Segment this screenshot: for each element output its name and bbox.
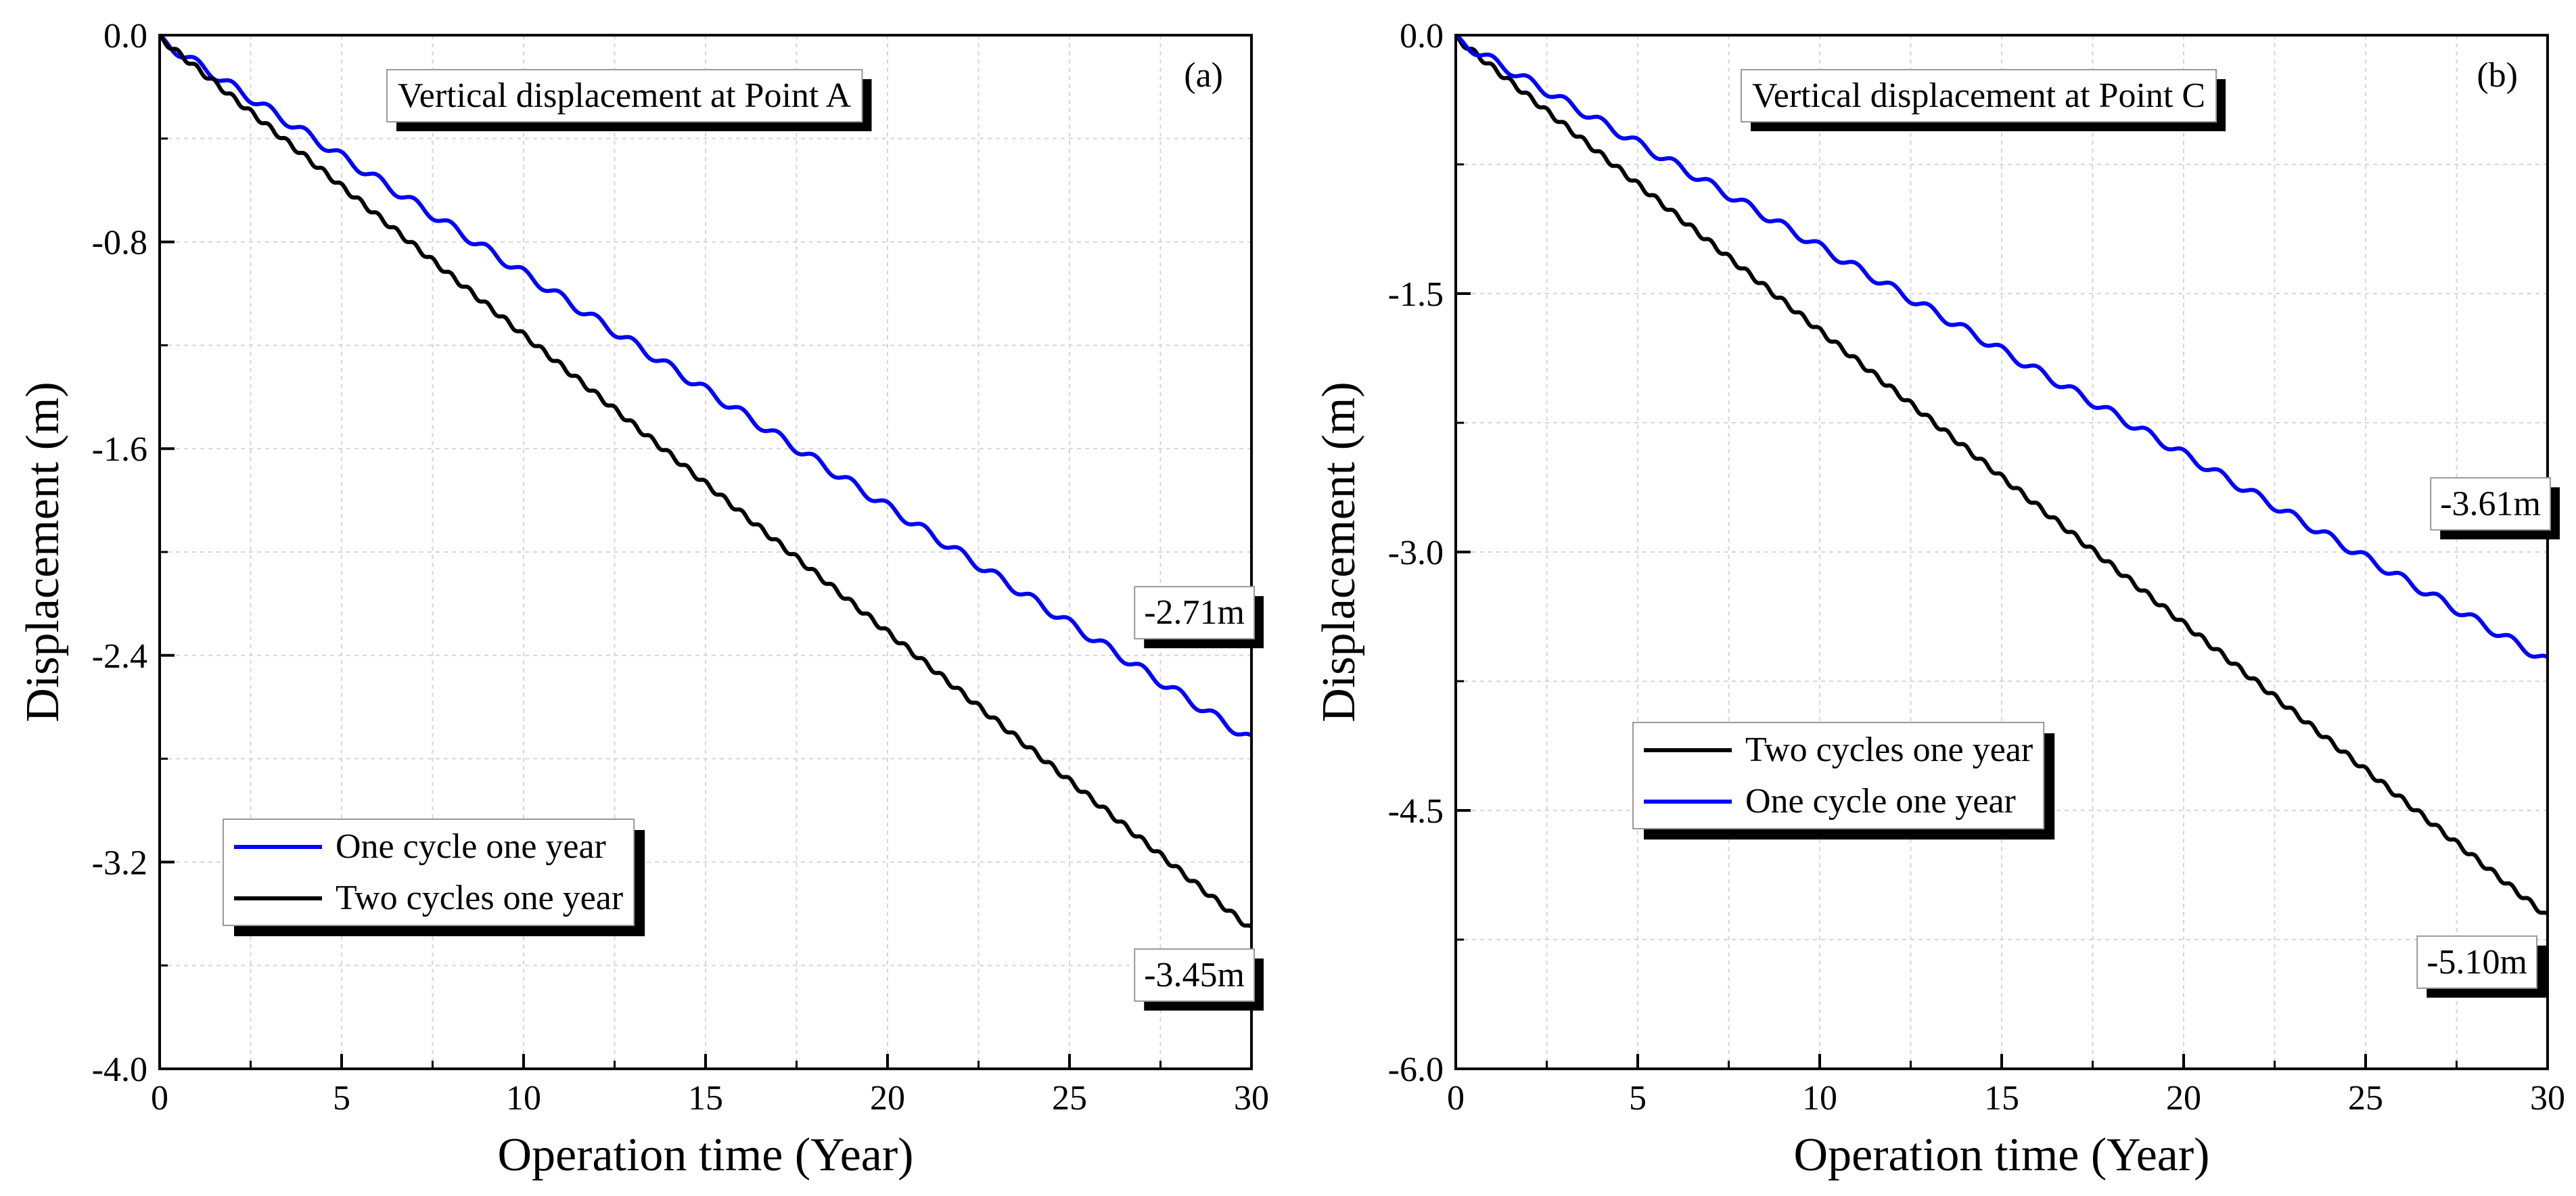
- x-tick-label: 15: [1984, 1079, 2019, 1118]
- grid: [160, 35, 1251, 1069]
- y-tick-label: -1.5: [1388, 275, 1444, 314]
- x-tick-label: 20: [2166, 1079, 2201, 1118]
- final-value-label: -2.71m: [1144, 593, 1245, 632]
- x-tick-label: 20: [870, 1079, 905, 1118]
- x-axis-title: Operation time (Year): [498, 1129, 914, 1181]
- y-tick-label: -4.5: [1388, 792, 1444, 831]
- y-tick-label: 0.0: [1400, 17, 1444, 55]
- grid: [1456, 35, 2548, 1069]
- y-tick-label: -0.8: [92, 224, 147, 262]
- x-tick-label: 0: [151, 1079, 168, 1118]
- final-value-annotation: -5.10m: [2416, 935, 2546, 998]
- legend-entry: Two cycles one year: [1745, 731, 2033, 769]
- y-tick-label: -3.2: [92, 844, 147, 882]
- legend: One cycle one year Two cycles one year: [223, 819, 645, 936]
- x-tick-label: 0: [1447, 1079, 1465, 1118]
- final-value-label: -3.61m: [2440, 484, 2541, 523]
- chart-title-box: Vertical displacement at Point C: [1741, 69, 2226, 131]
- y-tick-label: -2.4: [92, 637, 147, 676]
- x-tick-label: 5: [333, 1079, 350, 1118]
- chart-title: Vertical displacement at Point A: [398, 76, 852, 115]
- x-tick-label: 15: [688, 1079, 723, 1118]
- y-axis-title: Displacement (m): [1313, 382, 1365, 722]
- y-axis-title: Displacement (m): [17, 382, 69, 722]
- y-tick-label: -3.0: [1388, 534, 1444, 572]
- chart-title: Vertical displacement at Point C: [1752, 76, 2205, 115]
- y-tick-label: -4.0: [92, 1051, 147, 1089]
- series-lines: [1454, 33, 2549, 916]
- x-tick-label: 25: [2348, 1079, 2383, 1118]
- series-line: [158, 33, 1253, 929]
- final-value-annotation: -3.45m: [1134, 948, 1264, 1011]
- panel-label: (a): [1184, 56, 1223, 95]
- chart-title-box: Vertical displacement at Point A: [386, 69, 872, 131]
- final-value-label: -3.45m: [1144, 956, 1245, 994]
- final-value-annotation: -3.61m: [2430, 477, 2560, 540]
- legend-entry: One cycle one year: [1745, 782, 2016, 821]
- chart-panel-a: 0 5 10 15 20 25 30 0.0 -0.8 -1.6 -2.4 -3.2 -4.0 Oper…: [17, 17, 1269, 1181]
- series-line: [1454, 33, 2549, 660]
- series-line: [158, 33, 1253, 737]
- legend-entry: Two cycles one year: [336, 879, 623, 917]
- y-tick-label: 0.0: [104, 17, 147, 55]
- x-tick-label: 10: [506, 1079, 541, 1118]
- final-value-label: -5.10m: [2426, 943, 2527, 982]
- y-tick-label: -1.6: [92, 430, 147, 469]
- panel-label: (b): [2477, 56, 2518, 95]
- x-tick-label: 5: [1629, 1079, 1647, 1118]
- legend-entry: One cycle one year: [336, 827, 606, 866]
- final-value-annotation: -2.71m: [1134, 586, 1264, 649]
- axis-ticks: 0 5 10 15 20 25 30 0.0 -1.5 -3.0 -4.5 -6.0: [1388, 17, 2565, 1118]
- series-lines: [158, 33, 1253, 929]
- x-axis-title: Operation time (Year): [1794, 1129, 2210, 1181]
- chart-panel-b: 0 5 10 15 20 25 30 0.0 -1.5 -3.0 -4.5 -6.0 Operatio…: [1313, 17, 2565, 1181]
- legend: Two cycles one year One cycle one year: [1632, 722, 2055, 840]
- y-tick-label: -6.0: [1388, 1051, 1444, 1089]
- x-tick-label: 25: [1052, 1079, 1087, 1118]
- x-tick-label: 30: [1234, 1079, 1269, 1118]
- series-line: [1454, 33, 2549, 916]
- axis-ticks: 0 5 10 15 20 25 30 0.0 -0.8 -1.6 -2.4 -3.2 -4.0: [92, 17, 1269, 1118]
- x-tick-label: 30: [2530, 1079, 2565, 1118]
- x-tick-label: 10: [1802, 1079, 1837, 1118]
